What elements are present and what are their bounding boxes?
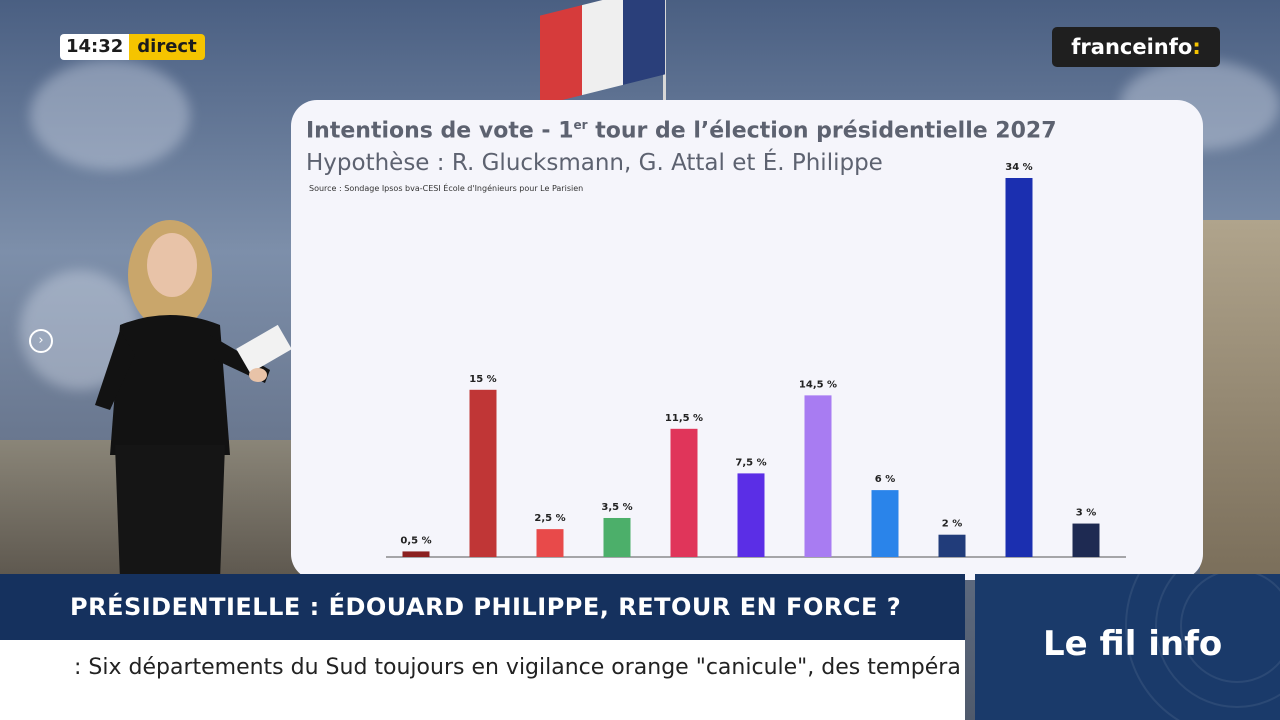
chart-title: Intentions de vote - 1er tour de l’élect… bbox=[306, 118, 1057, 143]
chart-bar bbox=[603, 517, 631, 557]
bar-value-label: 2,5 % bbox=[534, 513, 565, 524]
chevron-right-icon[interactable]: › bbox=[29, 329, 53, 353]
bar-value-label: 3,5 % bbox=[601, 502, 632, 513]
news-ticker: : Six départements du Sud toujours en vi… bbox=[0, 640, 965, 720]
bar-value-label: 15 % bbox=[469, 374, 496, 385]
bar-value-label: 6 % bbox=[875, 474, 895, 485]
chart-title-rest: tour de l’élection présidentielle 2027 bbox=[587, 118, 1057, 144]
bar-value-label: 3 % bbox=[1076, 508, 1096, 519]
chart-bar bbox=[469, 389, 497, 557]
bar-value-label: 2 % bbox=[942, 519, 962, 530]
presenter-figure bbox=[95, 220, 292, 580]
chart-bar bbox=[1072, 523, 1100, 557]
bar-value-label: 11,5 % bbox=[665, 413, 703, 424]
franceinfo-logo: franceinfo: bbox=[1052, 27, 1220, 67]
chart-title-sup: er bbox=[573, 118, 588, 132]
live-time: 14:32 bbox=[60, 34, 130, 60]
chart-source: Source : Sondage Ipsos bva-CESI École d'… bbox=[309, 184, 584, 193]
logo-text: franceinfo bbox=[1071, 35, 1193, 59]
decorative-arc bbox=[1125, 574, 1280, 720]
logo-colon: : bbox=[1192, 35, 1201, 59]
live-direct-label: direct bbox=[129, 34, 205, 60]
fil-info-label: Le fil info bbox=[1043, 624, 1223, 664]
chart-bar bbox=[1005, 178, 1033, 557]
bar-value-label: 34 % bbox=[1005, 162, 1032, 173]
fil-info-block: Le fil info bbox=[975, 574, 1280, 720]
chart-bar bbox=[536, 529, 564, 557]
chart-panel: Intentions de vote - 1er tour de l’élect… bbox=[291, 100, 1203, 580]
chart-bar bbox=[938, 534, 966, 557]
headline-banner: PRÉSIDENTIELLE : ÉDOUARD PHILIPPE, RETOU… bbox=[0, 574, 965, 640]
bar-value-label: 0,5 % bbox=[400, 535, 431, 546]
bar-value-label: 14,5 % bbox=[799, 379, 837, 390]
chart-bar bbox=[871, 490, 899, 557]
chart-bar bbox=[670, 428, 698, 557]
live-badge: 14:32 direct bbox=[60, 34, 205, 60]
decorative-arc bbox=[1180, 574, 1280, 683]
background-cloud bbox=[30, 60, 190, 170]
chart-bar bbox=[737, 473, 765, 557]
background-building bbox=[1200, 220, 1280, 580]
bar-chart: 0,5 % 15 % 2,5 % 3,5 % 11,5 % 7,5 % 14,5 % 6 % 2… bbox=[386, 162, 1126, 558]
chart-bar bbox=[402, 551, 430, 557]
chart-title-main: Intentions de vote - 1 bbox=[306, 118, 574, 144]
bar-value-label: 7,5 % bbox=[735, 457, 766, 468]
chart-subtitle: Hypothèse : R. Glucksmann, G. Attal et É… bbox=[306, 150, 883, 176]
chart-bar bbox=[804, 395, 832, 557]
